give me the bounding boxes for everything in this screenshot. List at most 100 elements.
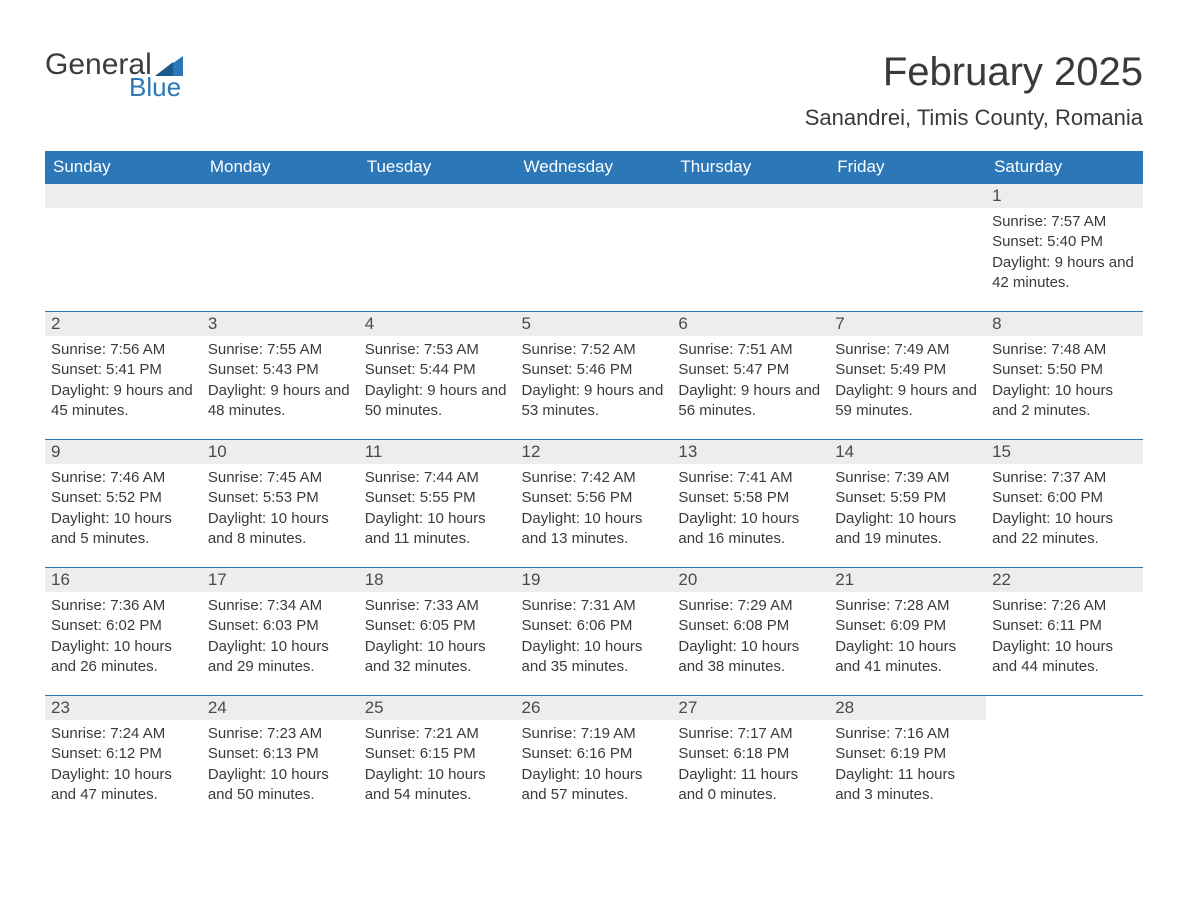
day-number: 5 <box>516 312 673 336</box>
day-number: 8 <box>986 312 1143 336</box>
day-number: 22 <box>986 568 1143 592</box>
day-sunset: Sunset: 5:56 PM <box>522 488 667 508</box>
calendar-day-cell: 3Sunrise: 7:55 AMSunset: 5:43 PMDaylight… <box>202 312 359 440</box>
calendar-empty-cell <box>829 184 986 312</box>
calendar-day-cell: 28Sunrise: 7:16 AMSunset: 6:19 PMDayligh… <box>829 696 986 824</box>
day-sunrise: Sunrise: 7:16 AM <box>835 724 980 744</box>
day-sunrise: Sunrise: 7:45 AM <box>208 468 353 488</box>
day-number: 18 <box>359 568 516 592</box>
day-number: 28 <box>829 696 986 720</box>
day-content: Sunrise: 7:55 AMSunset: 5:43 PMDaylight:… <box>202 336 359 429</box>
day-sunset: Sunset: 6:15 PM <box>365 744 510 764</box>
calendar-body: 1Sunrise: 7:57 AMSunset: 5:40 PMDaylight… <box>45 184 1143 824</box>
calendar-day-cell: 18Sunrise: 7:33 AMSunset: 6:05 PMDayligh… <box>359 568 516 696</box>
day-number: 19 <box>516 568 673 592</box>
calendar-day-cell: 6Sunrise: 7:51 AMSunset: 5:47 PMDaylight… <box>672 312 829 440</box>
calendar-day-cell: 9Sunrise: 7:46 AMSunset: 5:52 PMDaylight… <box>45 440 202 568</box>
day-sunrise: Sunrise: 7:53 AM <box>365 340 510 360</box>
day-content: Sunrise: 7:31 AMSunset: 6:06 PMDaylight:… <box>516 592 673 685</box>
day-header: Tuesday <box>359 151 516 184</box>
day-content: Sunrise: 7:34 AMSunset: 6:03 PMDaylight:… <box>202 592 359 685</box>
calendar-day-cell: 12Sunrise: 7:42 AMSunset: 5:56 PMDayligh… <box>516 440 673 568</box>
day-content: Sunrise: 7:28 AMSunset: 6:09 PMDaylight:… <box>829 592 986 685</box>
logo: General Blue <box>45 50 183 100</box>
day-content: Sunrise: 7:36 AMSunset: 6:02 PMDaylight:… <box>45 592 202 685</box>
day-daylight: Daylight: 10 hours and 11 minutes. <box>365 509 510 550</box>
day-sunrise: Sunrise: 7:41 AM <box>678 468 823 488</box>
day-sunrise: Sunrise: 7:31 AM <box>522 596 667 616</box>
day-sunrise: Sunrise: 7:49 AM <box>835 340 980 360</box>
day-sunset: Sunset: 6:11 PM <box>992 616 1137 636</box>
day-number: 27 <box>672 696 829 720</box>
day-sunrise: Sunrise: 7:57 AM <box>992 212 1137 232</box>
day-sunrise: Sunrise: 7:29 AM <box>678 596 823 616</box>
day-sunrise: Sunrise: 7:28 AM <box>835 596 980 616</box>
day-content: Sunrise: 7:26 AMSunset: 6:11 PMDaylight:… <box>986 592 1143 685</box>
calendar-week-row: 2 Sunrise: 7:56 AMSunset: 5:41 PM Daylight… <box>45 312 1143 440</box>
day-sunset: Sunset: 5:47 PM <box>678 360 823 380</box>
day-number: 7 <box>829 312 986 336</box>
day-daylight: Daylight: 11 hours and 3 minutes. <box>835 765 980 806</box>
calendar-day-cell: 5Sunrise: 7:52 AMSunset: 5:46 PMDaylight… <box>516 312 673 440</box>
calendar-empty-cell <box>45 184 202 312</box>
day-content: Sunrise: 7:45 AMSunset: 5:53 PMDaylight:… <box>202 464 359 557</box>
day-daylight: Daylight: 10 hours and 41 minutes. <box>835 637 980 678</box>
day-daylight: Daylight: 10 hours and 44 minutes. <box>992 637 1137 678</box>
calendar-day-cell: 21Sunrise: 7:28 AMSunset: 6:09 PMDayligh… <box>829 568 986 696</box>
day-daylight: Daylight: 10 hours and 50 minutes. <box>208 765 353 806</box>
day-sunrise: Sunrise: 7:23 AM <box>208 724 353 744</box>
day-content: Sunrise: 7:23 AMSunset: 6:13 PMDaylight:… <box>202 720 359 813</box>
calendar-day-cell: 8Sunrise: 7:48 AMSunset: 5:50 PMDaylight… <box>986 312 1143 440</box>
day-sunset: Sunset: 5:40 PM <box>992 232 1137 252</box>
logo-text-blue: Blue <box>129 74 183 100</box>
empty-day-bar <box>516 184 673 208</box>
day-sunrise: Sunrise: 7:19 AM <box>522 724 667 744</box>
day-sunset: Sunset: 6:08 PM <box>678 616 823 636</box>
day-content: Sunrise: 7:24 AMSunset: 6:12 PMDaylight:… <box>45 720 202 813</box>
day-sunrise: Sunrise: 7:56 AM <box>51 340 196 360</box>
day-sunrise: Sunrise: 7:33 AM <box>365 596 510 616</box>
day-sunset: Sunset: 6:13 PM <box>208 744 353 764</box>
day-number: 11 <box>359 440 516 464</box>
day-sunset: Sunset: 5:49 PM <box>835 360 980 380</box>
day-sunset: Sunset: 5:46 PM <box>522 360 667 380</box>
day-daylight: Daylight: 10 hours and 19 minutes. <box>835 509 980 550</box>
day-content: Sunrise: 7:57 AMSunset: 5:40 PMDaylight:… <box>986 208 1143 301</box>
day-content: Sunrise: 7:52 AMSunset: 5:46 PMDaylight:… <box>516 336 673 429</box>
day-sunrise: Sunrise: 7:51 AM <box>678 340 823 360</box>
day-content: Sunrise: 7:49 AMSunset: 5:49 PMDaylight:… <box>829 336 986 429</box>
empty-day-bar <box>202 184 359 208</box>
day-number: 25 <box>359 696 516 720</box>
day-daylight: Daylight: 9 hours and 59 minutes. <box>835 381 980 422</box>
day-number: 26 <box>516 696 673 720</box>
day-number: 2 <box>45 312 202 336</box>
day-sunrise: Sunrise: 7:34 AM <box>208 596 353 616</box>
day-content: Sunrise: 7:46 AMSunset: 5:52 PMDaylight:… <box>45 464 202 557</box>
empty-day-bar <box>45 184 202 208</box>
day-number: 20 <box>672 568 829 592</box>
calendar-day-cell: 23Sunrise: 7:24 AMSunset: 6:12 PMDayligh… <box>45 696 202 824</box>
day-sunset: Sunset: 5:41 PM <box>51 360 196 380</box>
day-daylight: Daylight: 10 hours and 47 minutes. <box>51 765 196 806</box>
day-content: Sunrise: 7:21 AMSunset: 6:15 PMDaylight:… <box>359 720 516 813</box>
calendar-day-cell: 15Sunrise: 7:37 AMSunset: 6:00 PMDayligh… <box>986 440 1143 568</box>
page-header: General Blue February 2025 Sanandrei, Ti… <box>45 50 1143 131</box>
calendar-day-cell: 24Sunrise: 7:23 AMSunset: 6:13 PMDayligh… <box>202 696 359 824</box>
day-sunset: Sunset: 6:03 PM <box>208 616 353 636</box>
day-header: Wednesday <box>516 151 673 184</box>
day-daylight: Daylight: 10 hours and 32 minutes. <box>365 637 510 678</box>
day-number: 10 <box>202 440 359 464</box>
day-number: 24 <box>202 696 359 720</box>
calendar-day-cell: 7Sunrise: 7:49 AMSunset: 5:49 PMDaylight… <box>829 312 986 440</box>
day-content: Sunrise: 7:44 AMSunset: 5:55 PMDaylight:… <box>359 464 516 557</box>
day-content: Sunrise: 7:41 AMSunset: 5:58 PMDaylight:… <box>672 464 829 557</box>
day-content: Sunrise: 7:17 AMSunset: 6:18 PMDaylight:… <box>672 720 829 813</box>
day-sunrise: Sunrise: 7:21 AM <box>365 724 510 744</box>
title-block: February 2025 Sanandrei, Timis County, R… <box>805 50 1143 131</box>
day-sunset: Sunset: 6:00 PM <box>992 488 1137 508</box>
day-header-row: SundayMondayTuesdayWednesdayThursdayFrid… <box>45 151 1143 184</box>
day-daylight: Daylight: 10 hours and 38 minutes. <box>678 637 823 678</box>
day-daylight: Daylight: 9 hours and 42 minutes. <box>992 253 1137 294</box>
day-sunrise: Sunrise: 7:37 AM <box>992 468 1137 488</box>
day-content: Sunrise: 7:33 AMSunset: 6:05 PMDaylight:… <box>359 592 516 685</box>
